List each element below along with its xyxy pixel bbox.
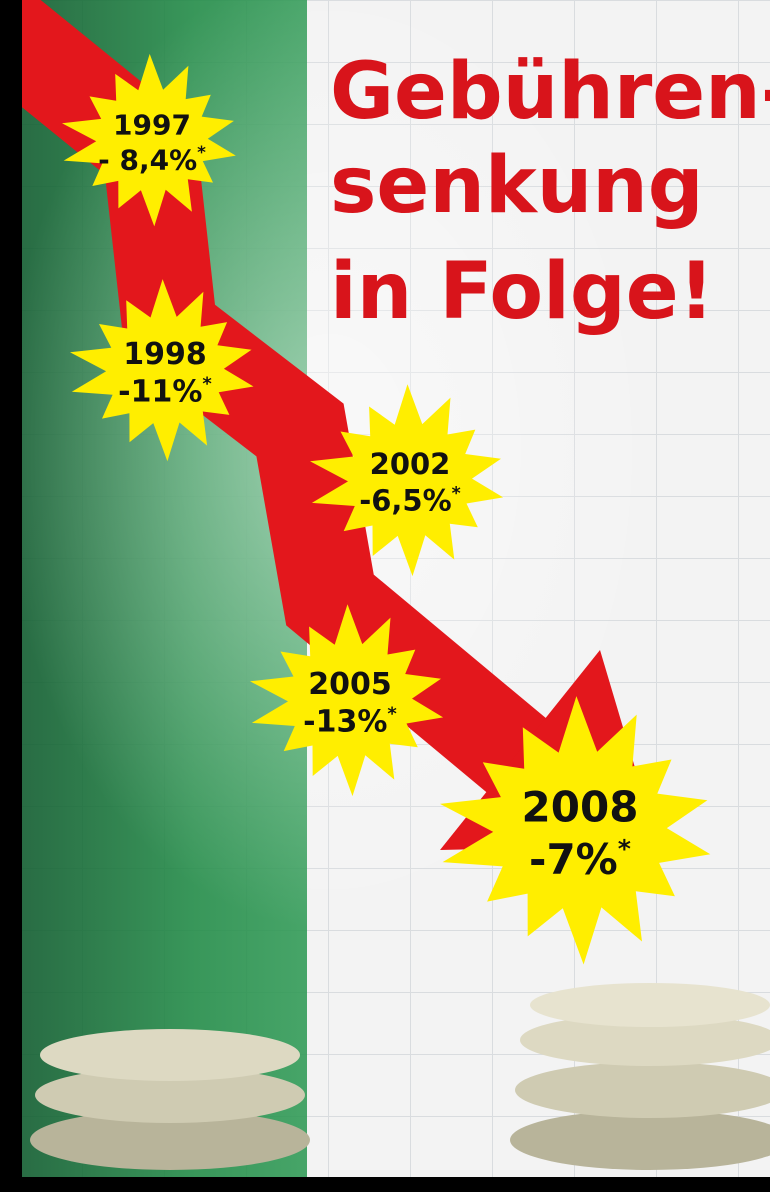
headline-line: senkung xyxy=(330,141,704,231)
burst-label: -11% xyxy=(118,375,202,410)
left-border xyxy=(0,0,22,1192)
poster: 1997- 8,4%*1998-11%*2002-6,5%*2005-13%*2… xyxy=(0,0,770,1192)
burst-marker: * xyxy=(387,704,397,725)
burst-year: 1997 xyxy=(113,108,191,141)
burst-year: 2005 xyxy=(308,667,392,702)
burst-value: -6,5%* xyxy=(359,483,461,517)
burst-year: 2008 xyxy=(522,783,639,832)
burst-label: -13% xyxy=(303,705,387,740)
burst-marker: * xyxy=(197,142,206,162)
burst-marker: * xyxy=(202,374,212,395)
bottom-border xyxy=(0,1177,770,1192)
burst-label: - 8,4% xyxy=(98,143,197,176)
burst-year: 1998 xyxy=(123,337,207,372)
burst-value: -11%* xyxy=(118,374,212,410)
burst-label: -6,5% xyxy=(359,483,451,517)
headline-line: Gebühren- xyxy=(330,47,770,137)
burst-marker: * xyxy=(618,834,631,863)
burst-value: - 8,4%* xyxy=(98,142,206,176)
burst-marker: * xyxy=(452,484,461,504)
burst-label: -7% xyxy=(529,835,618,884)
burst-value: -13%* xyxy=(303,704,397,740)
headline-line: in Folge! xyxy=(330,247,714,337)
burst-year: 2002 xyxy=(370,447,451,481)
burst-value: -7%* xyxy=(529,834,631,884)
